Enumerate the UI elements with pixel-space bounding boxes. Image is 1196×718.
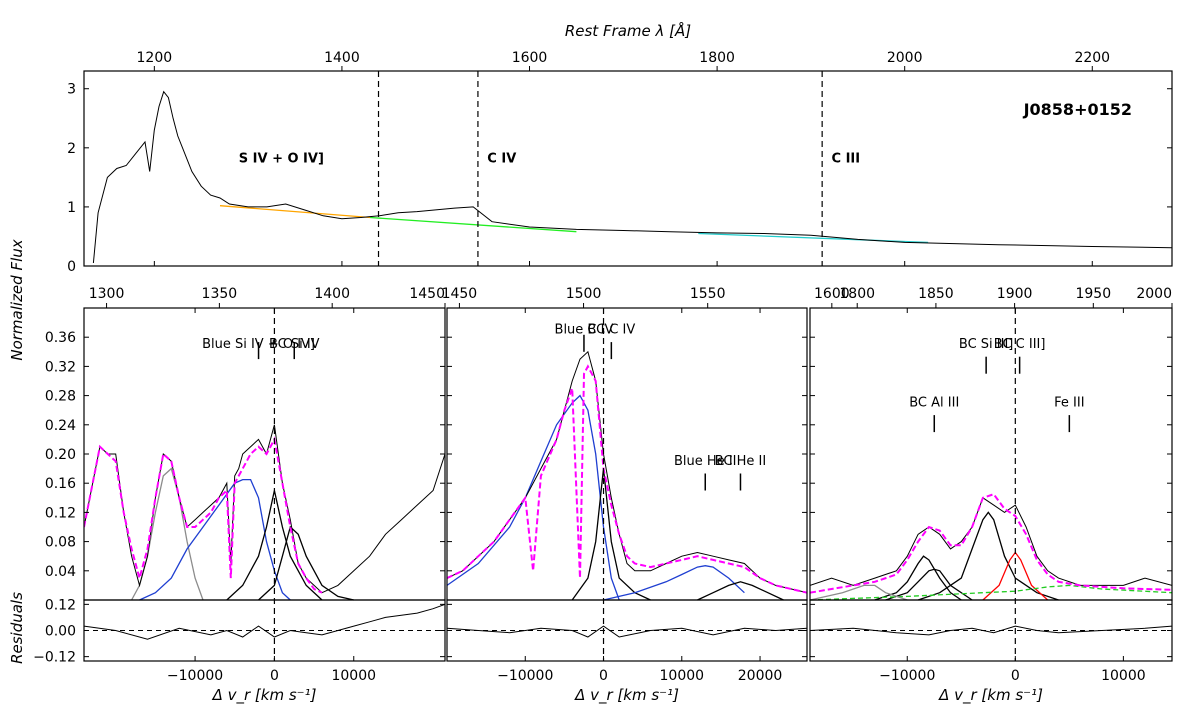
- continuum-fit-line: [219, 205, 371, 219]
- wavelength-tick-label: 2000: [1136, 286, 1172, 302]
- y-tick-label: 0.08: [45, 535, 76, 551]
- top-panel: 1200 1400 1600 1800 2000 2200 0 1 2 3 S IV + O IV]…: [67, 50, 1173, 275]
- wavelength-tick-label: 1950: [1075, 286, 1111, 302]
- wavelength-tick-label: 1600: [814, 286, 850, 302]
- fit-component-line: [917, 511, 1059, 601]
- velocity-tick-label: 0: [270, 668, 279, 684]
- top-y-tick-label: 0: [67, 259, 76, 275]
- panel-plot-layer: [447, 350, 807, 638]
- total-fit-line: [810, 493, 1172, 594]
- velocity-axis-title: Δ v_r [km s⁻¹]: [574, 686, 679, 705]
- line-marker-label: BC Al III: [909, 396, 959, 411]
- top-x-tick-label: 1200: [137, 50, 173, 66]
- velocity-tick-label: −10000: [497, 668, 553, 684]
- fit-component-line: [697, 581, 784, 601]
- y-tick-label: 0.32: [45, 359, 76, 375]
- residual-y-tick-label: −0.12: [33, 650, 76, 666]
- line-marker-label: Fe III: [1054, 396, 1084, 411]
- panel-1: 1300 1350 1400 1450 −10000 0 10000 Δ v_r [km s⁻…: [33, 286, 446, 705]
- y-tick-label: 0.24: [45, 418, 76, 434]
- residuals-line: [84, 603, 445, 640]
- line-marker-label: BC Si IV: [269, 337, 320, 352]
- line-marker-label: BC Si III]: [959, 337, 1013, 352]
- top-spectrum-line: [92, 90, 1173, 264]
- total-fit-line: [84, 436, 323, 594]
- top-y-tick-label: 2: [67, 141, 76, 157]
- line-marker-label: Blue Si IV + O IV]: [202, 337, 315, 352]
- emission-line-label: S IV + O IV]: [239, 152, 324, 167]
- y-tick-label: 0.12: [45, 505, 76, 521]
- y-tick-label: 0.20: [45, 447, 76, 463]
- line-marker-label: BC He II: [715, 454, 766, 469]
- wavelength-tick-label: 1450: [442, 286, 478, 302]
- total-fit-line: [447, 364, 807, 594]
- y-tick-label: 0.36: [45, 330, 76, 346]
- residuals-line: [447, 625, 807, 638]
- wavelength-tick-label: 1900: [997, 286, 1033, 302]
- top-x-tick-label: 1400: [324, 50, 360, 66]
- velocity-tick-label: 10000: [660, 668, 705, 684]
- velocity-tick-label: 0: [1011, 668, 1020, 684]
- wavelength-tick-label: 1300: [89, 286, 125, 302]
- velocity-tick-label: 20000: [738, 668, 783, 684]
- fit-component-line: [258, 525, 354, 601]
- y-tick-label: 0.16: [45, 476, 76, 492]
- wavelength-tick-label: 1800: [839, 286, 875, 302]
- panel-2: 1450 1500 1550 1600 −10000 0 10000 20000 Δ v_r […: [442, 286, 850, 705]
- emission-line-label: C III: [832, 152, 861, 167]
- observed-spectrum-line: [810, 497, 1172, 586]
- fit-component-line: [603, 565, 745, 601]
- residual-y-tick-label: 0.00: [45, 624, 76, 640]
- panel-plot-layer: [84, 424, 445, 640]
- object-name: J0858+0152: [1023, 100, 1132, 119]
- line-marker-label: BC C III]: [994, 337, 1046, 352]
- y-tick-label: 0.04: [45, 564, 76, 580]
- top-axis-title: Rest Frame λ [Å]: [565, 21, 691, 40]
- residuals-y-title: Residuals: [8, 592, 26, 664]
- residual-y-tick-label: 0.12: [45, 597, 76, 613]
- velocity-axis-title: Δ v_r [km s⁻¹]: [938, 686, 1043, 705]
- y-tick-label: 0.28: [45, 389, 76, 405]
- velocity-tick-label: −10000: [167, 668, 223, 684]
- top-y-tick-label: 1: [67, 200, 76, 216]
- line-marker-label: Blue C IV: [555, 323, 614, 338]
- fit-component-line: [571, 468, 651, 601]
- residuals-line: [810, 625, 1172, 636]
- top-x-tick-label: 1800: [699, 50, 735, 66]
- continuum-fit-line: [698, 232, 929, 244]
- wavelength-tick-label: 1500: [566, 286, 602, 302]
- line-marker-label: Blue He II: [674, 454, 736, 469]
- fit-component-line: [885, 568, 973, 601]
- emission-line-label: C IV: [487, 152, 516, 167]
- top-y-tick-label: 3: [67, 82, 76, 98]
- velocity-tick-label: −10000: [879, 668, 935, 684]
- velocity-tick-label: 10000: [1101, 668, 1146, 684]
- velocity-tick-label: 0: [599, 668, 608, 684]
- fit-component-line: [810, 584, 908, 601]
- top-x-tick-label: 1600: [512, 50, 548, 66]
- wavelength-tick-label: 1850: [918, 286, 954, 302]
- fit-component-line: [139, 478, 291, 601]
- continuum-fit-line: [370, 216, 577, 233]
- velocity-axis-title: Δ v_r [km s⁻¹]: [212, 686, 317, 705]
- panel-3: 1800 1850 1900 1950 2000 −10000 0 10000 Δ v_r [k…: [809, 286, 1173, 705]
- fit-component-line: [131, 467, 204, 601]
- panel-plot-layer: [810, 493, 1172, 636]
- velocity-tick-label: 10000: [331, 668, 376, 684]
- top-panel-frame: [83, 70, 1173, 267]
- wavelength-tick-label: 1400: [314, 286, 350, 302]
- top-x-tick-label: 2000: [887, 50, 923, 66]
- line-marker-label: BC C IV: [587, 323, 635, 338]
- top-x-tick-label: 2200: [1074, 50, 1110, 66]
- wavelength-tick-label: 1450: [409, 286, 445, 302]
- y-axis-title: Normalized Flux: [8, 239, 26, 360]
- wavelength-tick-label: 1350: [202, 286, 238, 302]
- observed-spectrum-line: [84, 424, 445, 594]
- wavelength-tick-label: 1550: [690, 286, 726, 302]
